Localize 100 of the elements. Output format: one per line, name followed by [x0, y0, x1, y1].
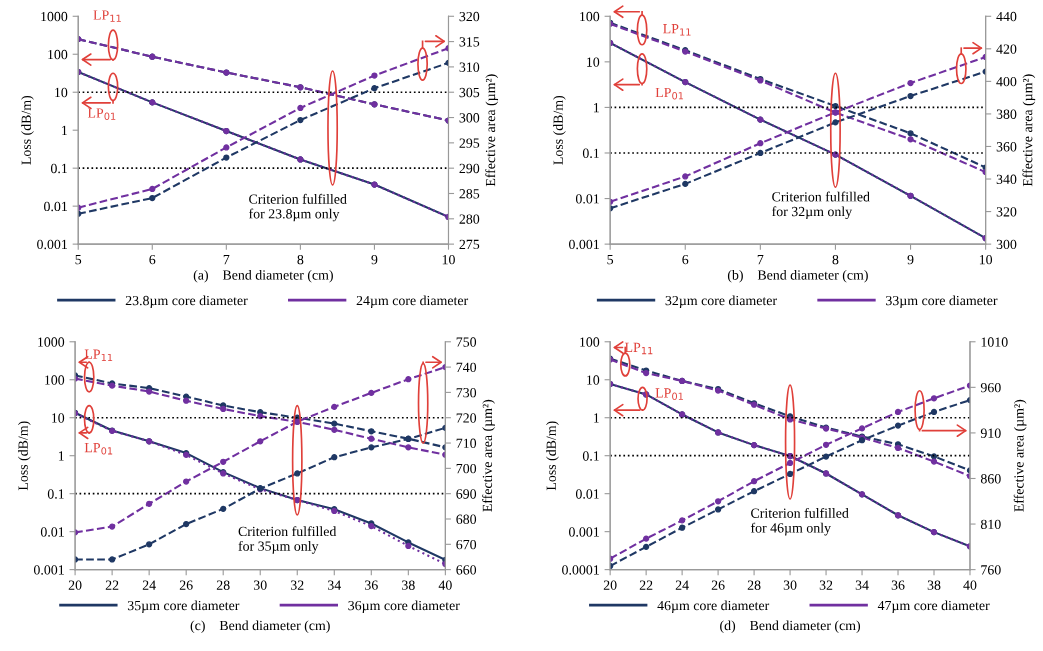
y2-tick-label: 275	[459, 239, 480, 250]
y-tick-label: 1	[62, 125, 67, 136]
y2-tick-label: 360	[996, 142, 1017, 152]
y-tick-label: 1	[594, 103, 599, 113]
x-tick-label: 24	[675, 580, 689, 590]
y2-tick-label: 420	[996, 44, 1017, 54]
x-axis-title: (d) Bend diameter (cm)	[720, 620, 861, 634]
x-tick-label: 6	[149, 254, 156, 265]
x-tick-label: 36	[365, 580, 378, 590]
y2-axis-title: Effective area (µm²)	[485, 74, 499, 187]
y2-tick-label: 400	[996, 76, 1017, 87]
y2-tick-label: 960	[980, 382, 1001, 393]
x-tick-label: 38	[927, 580, 941, 590]
annotation: Criterion fulfilled for 32µm only	[772, 191, 870, 220]
annotation: LP$_{11}$	[663, 24, 691, 36]
x-axis-title: (c) Bend diameter (cm)	[190, 620, 330, 634]
y-tick-label: 0.01	[40, 527, 64, 537]
annotation: Criterion fulfilled for 23.8µm only	[248, 193, 347, 222]
y2-tick-label: 280	[459, 214, 480, 224]
y2-tick-label: 680	[456, 514, 477, 524]
annotation: Criterion fulfilled for 35µm only	[238, 526, 337, 554]
y-tick-label: 10	[587, 375, 600, 385]
x-tick-label: 28	[216, 580, 230, 590]
x-tick-label: 20	[68, 580, 82, 590]
x-tick-label: 5	[607, 255, 614, 265]
x-tick-label: 10	[979, 254, 993, 265]
y-tick-label: 1000	[38, 337, 65, 347]
x-tick-label: 7	[223, 255, 230, 265]
y2-tick-label: 295	[459, 138, 480, 148]
y2-axis-title: Effective area (µm²)	[1013, 399, 1027, 512]
y2-tick-label: 670	[456, 539, 477, 550]
y-tick-label: 0.1	[50, 163, 67, 174]
x-tick-label: 8	[297, 254, 304, 265]
x-axis-title: (a) Bend diameter (cm)	[193, 269, 333, 283]
legend-label: 33µm core diameter	[886, 295, 998, 309]
x-tick-label: 10	[442, 254, 455, 265]
y-tick-label: 1000	[41, 11, 68, 22]
y-tick-label: 0.1	[582, 451, 599, 461]
x-tick-label: 22	[639, 580, 653, 590]
y-tick-label: 100	[580, 11, 600, 22]
y-tick-label: 0.001	[37, 239, 67, 250]
y-tick-label: 100	[48, 49, 68, 60]
y2-tick-label: 750	[456, 337, 477, 347]
y2-tick-label: 300	[996, 239, 1017, 250]
y-axis-title: Loss (dB/m)	[21, 95, 34, 165]
y2-tick-label: 910	[980, 428, 1001, 438]
x-tick-label: 36	[891, 580, 905, 590]
y2-tick-label: 285	[459, 189, 480, 199]
x-tick-label: 34	[855, 580, 869, 590]
y2-tick-label: 760	[981, 565, 1001, 575]
annotation: LP$_{01}$	[655, 388, 683, 400]
annotation: LP$_{01}$	[87, 108, 116, 120]
x-tick-label: 9	[371, 254, 378, 265]
x-tick-label: 26	[711, 580, 725, 590]
y-tick-label: 1	[594, 413, 599, 423]
legend-label: 36µm core diameter	[348, 600, 460, 614]
x-tick-label: 32	[290, 580, 304, 590]
annotation: LP$_{01}$	[84, 443, 113, 455]
y2-tick-label: 320	[459, 11, 480, 22]
y-tick-label: 0.1	[47, 489, 64, 499]
y2-tick-label: 300	[459, 113, 480, 123]
x-tick-label: 5	[75, 255, 82, 265]
y-tick-label: 0.01	[575, 489, 599, 499]
y2-axis-title: Effective area (µm²)	[482, 399, 495, 512]
y2-axis-title: Effective area (µm²)	[1022, 74, 1036, 187]
y-axis-title: Loss (dB/m)	[546, 421, 559, 491]
annotation: LP$_{11}$	[93, 10, 121, 22]
x-tick-label: 26	[179, 580, 193, 590]
legend-label: 46µm core diameter	[657, 600, 770, 614]
x-tick-label: 40	[963, 580, 977, 590]
legend-label: 47µm core diameter	[877, 600, 990, 614]
annotation: LP$_{01}$	[655, 87, 684, 100]
y-tick-label: 0.001	[33, 565, 64, 575]
x-tick-label: 7	[757, 255, 764, 265]
x-tick-label: 30	[783, 580, 797, 590]
x-tick-label: 40	[438, 580, 452, 590]
y2-tick-label: 710	[456, 438, 477, 448]
x-tick-label: 38	[402, 580, 415, 590]
legend-label: 24µm core diameter	[356, 295, 469, 309]
x-tick-label: 32	[819, 580, 833, 590]
y2-tick-label: 320	[996, 207, 1017, 217]
x-tick-label: 24	[142, 580, 156, 590]
annotation: LP$_{11}$	[84, 349, 113, 361]
annotation: Criterion fulfilled for 46µm only	[750, 507, 849, 536]
x-tick-label: 20	[603, 580, 617, 590]
y2-tick-label: 660	[456, 565, 477, 575]
x-tick-label: 8	[832, 254, 839, 265]
y2-tick-label: 290	[459, 163, 480, 174]
y2-tick-label: 810	[980, 519, 1001, 530]
y-tick-label: 100	[580, 337, 600, 347]
y-tick-label: 0.001	[569, 239, 599, 250]
legend-label: 23.8µm core diameter	[125, 295, 248, 309]
y2-tick-label: 440	[996, 11, 1017, 22]
x-tick-label: 9	[907, 254, 914, 265]
x-tick-label: 28	[747, 580, 761, 590]
y-tick-label: 0.1	[582, 148, 599, 158]
y2-tick-label: 690	[456, 489, 477, 499]
y-tick-label: 10	[55, 87, 68, 98]
x-tick-label: 6	[682, 254, 689, 265]
x-axis-title: (b) Bend diameter (cm)	[727, 269, 868, 283]
